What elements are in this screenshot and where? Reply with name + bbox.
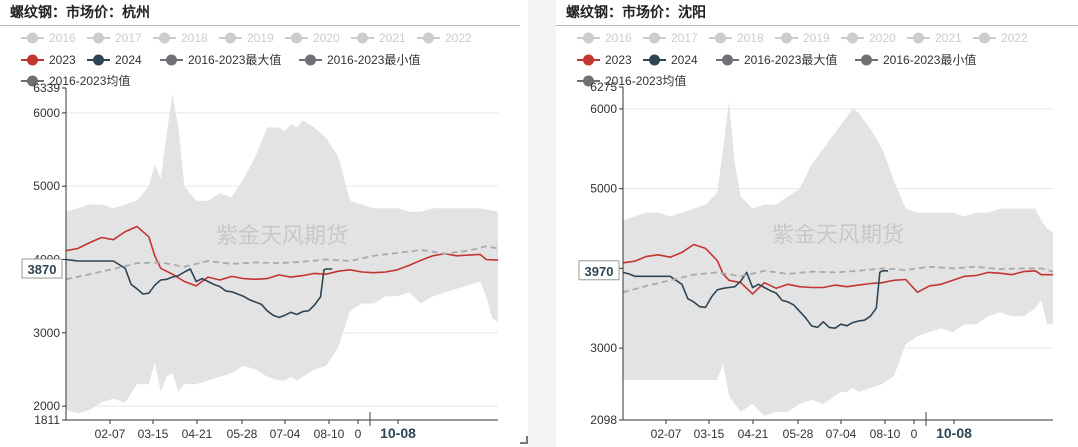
legend-symbol-icon xyxy=(21,32,44,44)
y-tick-label: 2000 xyxy=(33,399,60,413)
x-tick-label: 0 xyxy=(355,427,362,441)
chart-title: 螺纹钢：市场价：杭州 xyxy=(10,5,150,21)
legend-label: 2023 xyxy=(49,53,76,67)
legend-label: 2020 xyxy=(869,31,896,45)
legend-label: 2016 xyxy=(49,31,76,45)
x-tick-label: 04-21 xyxy=(182,427,213,441)
legend-symbol-icon xyxy=(299,54,322,66)
legend-symbol-icon xyxy=(577,32,600,44)
series-line-2024 xyxy=(622,270,889,329)
legend-symbol-icon xyxy=(643,54,666,66)
y-tick-label: 5000 xyxy=(590,182,617,196)
series-line-2023 xyxy=(65,225,499,287)
x-tick-label: 02-07 xyxy=(651,427,682,441)
max-min-band xyxy=(623,101,1053,416)
legend-symbol-icon xyxy=(577,75,600,87)
y-pointer-label: 3970 xyxy=(585,264,614,279)
title-divider xyxy=(556,25,1078,26)
legend-label: 2017 xyxy=(671,31,698,45)
legend-symbol-icon xyxy=(716,54,739,66)
legend-label: 2016-2023最小值 xyxy=(883,53,977,67)
legend-symbol-icon xyxy=(775,32,798,44)
legend-label: 2018 xyxy=(737,31,764,45)
watermark-text: 紫金天风期货 xyxy=(772,223,904,248)
legend-label: 2023 xyxy=(605,53,632,67)
legend-label: 2018 xyxy=(181,31,208,45)
y-pointer-label: 3870 xyxy=(28,262,57,277)
legend-label: 2016-2023均值 xyxy=(49,74,131,88)
max-min-band xyxy=(66,94,498,414)
legend-label: 2019 xyxy=(803,31,830,45)
x-tick-label: 0 xyxy=(911,427,918,441)
legend-symbol-icon xyxy=(153,32,176,44)
legend-label: 2016 xyxy=(605,31,632,45)
y-pointer-box xyxy=(21,258,63,279)
x-tick-label: 02-07 xyxy=(95,427,126,441)
y-tick-label: 6000 xyxy=(33,106,60,120)
legend-label: 2017 xyxy=(115,31,142,45)
legend-label: 2024 xyxy=(671,53,698,67)
legend-label: 2022 xyxy=(445,31,472,45)
y-tick-label: 6275 xyxy=(590,80,617,94)
legend-symbol-icon xyxy=(973,32,996,44)
x-tick-label: 05-28 xyxy=(227,427,258,441)
legend-label: 2016-2023最大值 xyxy=(188,53,282,67)
x-tick-label: 03-15 xyxy=(694,427,725,441)
legend-label: 2022 xyxy=(1001,31,1028,45)
x-tick-label: 07-04 xyxy=(270,427,301,441)
chart-canvas: 紫金天风期货633960005000400030002000181102-070… xyxy=(21,81,499,441)
legend-symbol-icon xyxy=(841,32,864,44)
chart-title: 螺纹钢：市场价：沈阳 xyxy=(566,5,706,21)
legend-label: 2019 xyxy=(247,31,274,45)
legend-symbol-icon xyxy=(643,32,666,44)
title-divider xyxy=(0,25,520,26)
legend-symbol-icon xyxy=(21,75,44,87)
legend-label: 2020 xyxy=(313,31,340,45)
watermark-text: 紫金天风期货 xyxy=(216,224,348,249)
legend-symbol-icon xyxy=(709,32,732,44)
legend-symbol-icon xyxy=(160,54,183,66)
resize-handle[interactable] xyxy=(520,436,528,444)
y-tick-label: 5000 xyxy=(33,179,60,193)
chart-panel-hangzhou: 螺纹钢：市场价：杭州 2016 2017 2018 2019 2020 2021 2022 2… xyxy=(0,0,528,447)
legend-symbol-icon xyxy=(855,54,878,66)
chart-panel-shenyang: 螺纹钢：市场价：沈阳 2016 2017 2018 2019 2020 2021 2022 2… xyxy=(556,0,1078,447)
legend-symbol-icon xyxy=(87,32,110,44)
chart-canvas: 紫金天风期货62756000500040003000209802-0703-15… xyxy=(578,80,1054,441)
x-tick-label: 04-21 xyxy=(738,427,769,441)
legend-symbol-icon xyxy=(87,54,110,66)
x-tick-label: 05-28 xyxy=(783,427,814,441)
legend-label: 2016-2023最大值 xyxy=(744,53,838,67)
x-tick-label: 10-08 xyxy=(936,425,972,441)
legend-symbol-icon xyxy=(417,32,440,44)
x-tick-label: 07-04 xyxy=(826,427,857,441)
legend-label: 2021 xyxy=(379,31,406,45)
legend-symbol-icon xyxy=(907,32,930,44)
legend-label: 2021 xyxy=(935,31,962,45)
series-line-2024 xyxy=(65,258,333,319)
x-tick-label: 03-15 xyxy=(138,427,169,441)
y-tick-label: 6339 xyxy=(33,81,60,95)
x-tick-label: 08-10 xyxy=(870,427,901,441)
y-pointer-box xyxy=(578,260,620,281)
y-tick-label: 1811 xyxy=(34,413,60,427)
series-line-2023 xyxy=(622,243,1053,295)
y-tick-label: 6000 xyxy=(590,102,617,116)
y-tick-label: 2098 xyxy=(590,413,617,427)
legend-symbol-icon xyxy=(577,54,600,66)
y-tick-label: 3000 xyxy=(590,341,617,355)
legend-symbol-icon xyxy=(219,32,242,44)
x-tick-label: 10-08 xyxy=(380,425,416,441)
legend-symbol-icon xyxy=(351,32,374,44)
x-tick-label: 08-10 xyxy=(314,427,345,441)
legend-label: 2024 xyxy=(115,53,142,67)
legend-symbol-icon xyxy=(21,54,44,66)
legend-label: 2016-2023最小值 xyxy=(327,53,421,67)
legend-label: 2016-2023均值 xyxy=(605,74,687,88)
y-tick-label: 3000 xyxy=(33,326,60,340)
legend-symbol-icon xyxy=(285,32,308,44)
